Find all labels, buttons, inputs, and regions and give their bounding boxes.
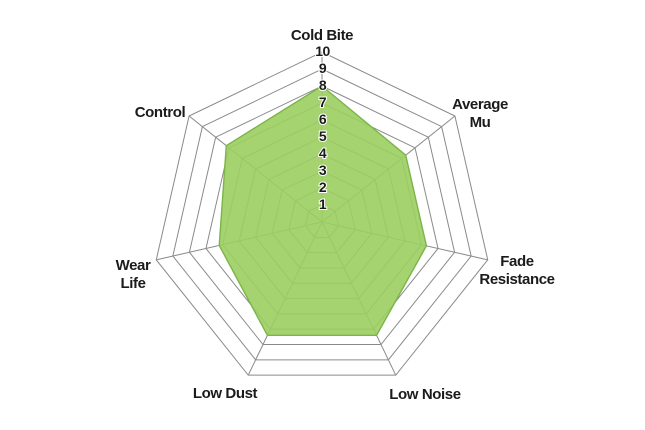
- radar-axis-label-average-mu: Average: [452, 96, 508, 113]
- radar-tick-label: 6: [319, 111, 327, 127]
- radar-tick-label: 7: [319, 94, 327, 110]
- radar-axis-label-cold-bite: Cold Bite: [291, 27, 353, 44]
- radar-tick-label: 2: [319, 179, 327, 195]
- radar-tick-label: 10: [315, 43, 330, 59]
- radar-axis-label-average-mu: Mu: [470, 114, 491, 131]
- radar-axis-label-low-dust: Low Dust: [193, 385, 258, 402]
- radar-tick-label: 3: [319, 162, 327, 178]
- radar-data-polygon: [218, 85, 428, 337]
- radar-axis-label-wear-life: Wear: [116, 257, 151, 274]
- radar-axis-label-control: Control: [135, 104, 186, 121]
- radar-tick-label: 8: [319, 77, 327, 93]
- radar-tick-label: 4: [319, 145, 327, 161]
- radar-axis-label-wear-life: Life: [120, 275, 145, 292]
- radar-axis-label-low-noise: Low Noise: [389, 386, 460, 403]
- radar-tick-label: 5: [319, 128, 327, 144]
- radar-grid-ring: [188, 85, 456, 346]
- radar-tick-label: 9: [319, 60, 327, 76]
- radar-axis-label-fade-resistance: Fade: [500, 253, 533, 270]
- radar-tick-label: 1: [319, 196, 327, 212]
- radar-grid-ring: [155, 51, 489, 376]
- radar-axis-label-fade-resistance: Resistance: [479, 271, 554, 288]
- radar-grid-ring: [172, 68, 472, 361]
